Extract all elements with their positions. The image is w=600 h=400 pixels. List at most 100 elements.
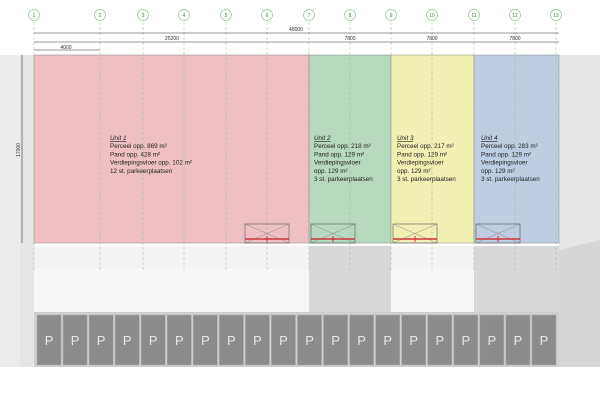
- parking-label: P: [461, 333, 470, 348]
- grid-label-4: 4: [183, 13, 186, 19]
- grid-marker-1: [28, 9, 40, 21]
- parking-label: P: [540, 333, 549, 348]
- unit-info-line: Pand opp. 129 m²: [481, 151, 531, 158]
- unit-info-line: Perceel opp. 283 m²: [481, 143, 538, 150]
- unit-4-label: Unit 4 Perceel opp. 283 m² Pand opp. 129 m…: [481, 135, 540, 183]
- sidewalk: [34, 268, 559, 312]
- unit-info-line: 3 st. parkeerplaatsen: [314, 176, 373, 183]
- grid-marker-10: [426, 9, 438, 21]
- parking-label: P: [409, 333, 418, 348]
- unit-title: Unit 2: [314, 135, 331, 142]
- dim-total: 48000: [289, 27, 303, 33]
- parking-label: P: [383, 333, 392, 348]
- unit-info-line: 3 st. parkeerplaatsen: [397, 176, 456, 183]
- unit-info-line: Verdiepingsvloer: [397, 160, 444, 167]
- parking-space: [271, 314, 296, 366]
- unit-2-label: Unit 2 Perceel opp. 218 m² Pand opp. 129 m…: [314, 135, 373, 183]
- unit-1-area: [33, 54, 310, 244]
- grid-marker-5: [220, 9, 232, 21]
- grid-label-1: 1: [33, 13, 36, 19]
- parking-space: [453, 314, 479, 366]
- ground-left-strip: [0, 55, 20, 367]
- dim-left-block: 25200: [165, 36, 179, 42]
- parking-space: [140, 314, 166, 366]
- entrance-ramp-3: [392, 223, 438, 244]
- unit-title: Unit 1: [110, 135, 126, 142]
- grid-marker-6: [261, 9, 273, 21]
- unit-4-area: [473, 54, 560, 244]
- unit-title: Unit 3: [397, 135, 414, 142]
- parking-label: P: [435, 333, 444, 348]
- grid-marker-8: [344, 9, 356, 21]
- unit-info-line: Perceel opp. 218 m²: [314, 143, 371, 150]
- parking-label: P: [227, 333, 236, 348]
- parking-space: [193, 314, 218, 366]
- grid-label-2: 2: [99, 13, 102, 19]
- grid-marker-9: [385, 9, 397, 21]
- parking-label: P: [97, 333, 106, 348]
- driveway-unit-2: [309, 246, 391, 312]
- road-right: [559, 240, 600, 367]
- parking-space: [62, 314, 88, 366]
- parking-label: P: [149, 333, 158, 348]
- grid-label-3: 3: [142, 13, 145, 19]
- parking-label: P: [175, 333, 184, 348]
- unit-info-line: opp. 129 m²: [481, 168, 515, 175]
- unit-info-line: Perceel opp. 217 m²: [397, 143, 454, 150]
- grid-label-6: 6: [266, 13, 269, 19]
- entrance-ramp-1: [244, 223, 290, 244]
- unit-info-line: Pand opp. 428 m²: [110, 151, 160, 158]
- grid-marker-4: [178, 9, 190, 21]
- unit-info-line: Verdiepingsvloer: [314, 160, 361, 167]
- entrance-ramp-4: [475, 223, 521, 244]
- unit-3-area: [390, 54, 475, 244]
- grid-marker-2: [94, 9, 106, 21]
- unit-title: Unit 4: [481, 135, 498, 142]
- parking-space: [505, 314, 531, 366]
- grid-marker-13: [550, 9, 562, 21]
- unit-info-line: Verdiepingsvloer: [481, 160, 528, 167]
- parking-label: P: [488, 333, 497, 348]
- parking-label: P: [331, 333, 340, 348]
- grid-marker-12: [509, 9, 521, 21]
- unit-info-line: opp. 129 m²: [314, 168, 348, 175]
- driveway-unit-4: [474, 246, 559, 312]
- parking-space: [219, 314, 244, 366]
- entrance-ramp-2: [310, 223, 356, 244]
- parking-label: P: [357, 333, 366, 348]
- parking-space: [531, 314, 557, 366]
- parking-label: P: [253, 333, 262, 348]
- parking-label: P: [305, 333, 314, 348]
- dim-unit-4: 7800: [509, 36, 520, 42]
- parking-label: P: [123, 333, 132, 348]
- unit-info-line: Verdiepingsvloer opp. 102 m²: [110, 160, 192, 167]
- unit-info-line: Perceel opp. 869 m²: [110, 143, 167, 150]
- grid-label-8: 8: [349, 13, 352, 19]
- parking-space: [36, 314, 62, 366]
- parking-space: [167, 314, 192, 366]
- parking-label: P: [201, 333, 210, 348]
- parking-space: [479, 314, 505, 366]
- grid-label-5: 5: [225, 13, 228, 19]
- grid-label-7: 7: [308, 13, 311, 19]
- dim-depth: 17000: [16, 143, 22, 157]
- grid-label-12: 12: [512, 13, 518, 19]
- grid-layer: 1 2 3 4 5 6 7 8 9 10 11 12 13: [28, 9, 562, 272]
- unit-info-line: opp. 129 m²: [397, 168, 431, 175]
- parking-space: [427, 314, 453, 366]
- dimension-lines: [21, 32, 559, 243]
- grid-label-9: 9: [390, 13, 393, 19]
- unit-info-line: 3 st. parkeerplaatsen: [481, 176, 540, 183]
- unit-info-line: Pand opp. 129 m²: [314, 151, 364, 158]
- parking-space: [323, 314, 348, 366]
- dim-unit-3: 7800: [426, 36, 437, 42]
- parking-label: P: [279, 333, 288, 348]
- unit-3-label: Unit 3 Perceel opp. 217 m² Pand opp. 129 m…: [397, 135, 456, 183]
- parking-space: [349, 314, 374, 366]
- dim-unit-2: 7800: [344, 36, 355, 42]
- grid-marker-7: [303, 9, 315, 21]
- parking-space: [88, 314, 114, 366]
- front-strip: [34, 246, 559, 268]
- dim-sub: 4000: [60, 45, 71, 51]
